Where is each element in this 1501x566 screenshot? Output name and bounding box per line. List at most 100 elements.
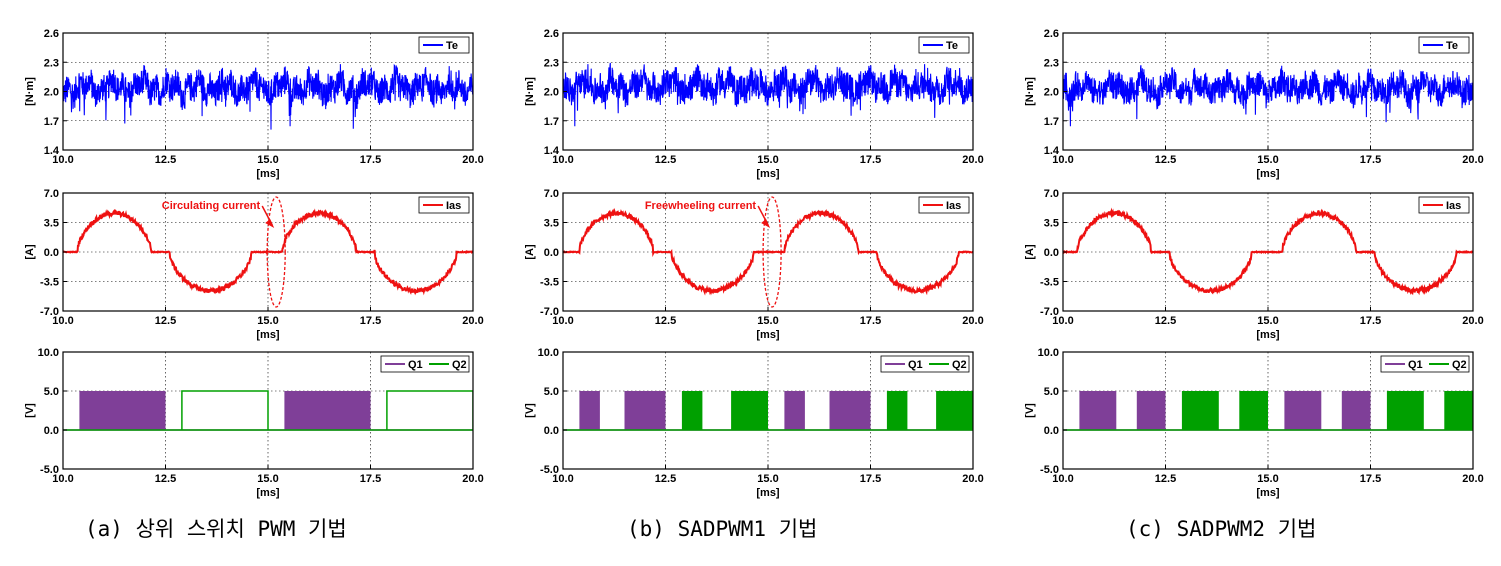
x-tick-label: 10.0	[1052, 473, 1073, 485]
caption-b: (b) SADPWM1 기법	[627, 517, 818, 541]
series-q1-pwm-block	[624, 391, 666, 430]
x-tick-label: 10.0	[52, 315, 73, 327]
legend-label-te: Te	[446, 40, 458, 52]
series-line-ias	[1063, 207, 1473, 296]
x-axis-label: [ms]	[256, 168, 280, 180]
legend-label-te: Te	[1446, 40, 1458, 52]
panel-b-1: 1.4 1.7 2.0 2.3 2.6 10.0 12.5 15.0 17.5 20.0 [ms] […	[524, 28, 984, 180]
annotation-arrow-head	[265, 219, 275, 228]
legend-box	[418, 196, 470, 214]
x-tick-label: 12.5	[655, 315, 676, 327]
y-tick-label: 0.0	[1044, 425, 1059, 437]
legend-label-te: Te	[946, 40, 958, 52]
series-q2-pwm-block	[886, 391, 908, 430]
annotation-arrow-head	[761, 219, 771, 228]
series-q1-pwm-block	[1284, 391, 1322, 430]
y-tick-label: -7.0	[1040, 306, 1059, 318]
y-tick-label: 0.0	[44, 425, 59, 437]
x-tick-label: 12.5	[1155, 315, 1176, 327]
y-tick-label: 1.4	[44, 145, 60, 157]
y-tick-label: 1.7	[1044, 116, 1059, 128]
x-tick-label: 10.0	[52, 154, 73, 166]
y-tick-label: 10.0	[1038, 347, 1059, 359]
plot-area	[63, 390, 473, 431]
legend: Te	[418, 36, 470, 54]
series-q2-pwm-block	[1181, 391, 1219, 430]
x-tick-label: 15.0	[757, 473, 778, 485]
y-tick-label: -5.0	[540, 464, 559, 476]
y-axis-label: [N·m]	[1024, 77, 1036, 106]
legend-label-ias: Ias	[946, 200, 961, 212]
x-tick-label: 17.5	[1360, 154, 1381, 166]
series-q2-pwm-block	[731, 391, 768, 430]
y-tick-label: -3.5	[1040, 277, 1059, 289]
x-tick-label: 12.5	[655, 154, 676, 166]
y-tick-label: -7.0	[540, 306, 559, 318]
x-tick-label: 15.0	[757, 315, 778, 327]
y-tick-label: 2.0	[544, 87, 559, 99]
legend-box	[1418, 196, 1470, 214]
plot-area	[563, 62, 973, 127]
y-tick-label: 2.6	[44, 28, 59, 40]
panel-a-1: 1.4 1.7 2.0 2.3 2.6 10.0 12.5 15.0 17.5 20.0 [ms] […	[24, 28, 484, 180]
annotation-ellipse	[762, 196, 782, 308]
x-tick-label: 20.0	[462, 473, 483, 485]
panel-c-3: -5.0 0.0 5.0 10.0 10.0 12.5 15.0 17.5 20.0 [ms] [V…	[1024, 347, 1484, 499]
annotation: Circulating current	[162, 196, 286, 308]
legend-box	[880, 355, 970, 373]
legend: Ias	[918, 196, 970, 214]
annotation-ellipse	[266, 196, 286, 308]
panel-c-1: 1.4 1.7 2.0 2.3 2.6 10.0 12.5 15.0 17.5 20.0 [ms] […	[1024, 28, 1484, 180]
chart-a: 1.4 1.7 2.0 2.3 2.6 10.0 12.5 15.0 17.5 20.0 [ms] […	[24, 28, 484, 499]
x-axis-label: [ms]	[1256, 487, 1280, 499]
legend: Ias	[418, 196, 470, 214]
y-tick-label: -7.0	[40, 306, 59, 318]
panel-a-3: -5.0 0.0 5.0 10.0 10.0 12.5 15.0 17.5 20.0 [ms] [V…	[24, 347, 484, 499]
x-tick-label: 15.0	[257, 315, 278, 327]
chart-b: 1.4 1.7 2.0 2.3 2.6 10.0 12.5 15.0 17.5 20.0 [ms] […	[524, 28, 984, 499]
x-tick-label: 20.0	[462, 154, 483, 166]
y-tick-label: 10.0	[38, 347, 59, 359]
legend-box	[380, 355, 470, 373]
x-tick-label: 12.5	[155, 315, 176, 327]
x-tick-label: 20.0	[962, 315, 983, 327]
series-q2-pulse	[386, 390, 473, 430]
series-line-te	[63, 63, 473, 130]
legend: Ias	[1418, 196, 1470, 214]
legend-label-ias: Ias	[1446, 200, 1461, 212]
y-tick-label: 2.3	[1044, 57, 1059, 69]
x-tick-label: 12.5	[1155, 154, 1176, 166]
x-axis-label: [ms]	[756, 168, 780, 180]
plot-area	[563, 207, 973, 296]
y-tick-label: 1.4	[544, 145, 560, 157]
y-tick-label: 5.0	[44, 386, 59, 398]
x-axis-label: [ms]	[756, 329, 780, 341]
legend-label-q1: Q1	[1408, 359, 1423, 371]
y-axis-label: [V]	[1024, 403, 1036, 418]
plot-area	[1063, 65, 1473, 127]
x-tick-label: 17.5	[860, 154, 881, 166]
panel-a-2: -7.0 -3.5 0.0 3.5 7.0 10.0 12.5 15.0 17.5 20.0 [ms…	[24, 188, 484, 341]
legend-box	[418, 36, 470, 54]
x-tick-label: 15.0	[757, 154, 778, 166]
x-tick-label: 17.5	[360, 154, 381, 166]
x-tick-label: 20.0	[962, 154, 983, 166]
y-tick-label: 3.5	[544, 218, 559, 230]
x-tick-label: 20.0	[462, 315, 483, 327]
panel-c-2: -7.0 -3.5 0.0 3.5 7.0 10.0 12.5 15.0 17.5 20.0 [ms…	[1024, 188, 1484, 341]
y-tick-label: -5.0	[40, 464, 59, 476]
y-tick-label: 7.0	[44, 188, 59, 200]
y-tick-label: 2.3	[44, 57, 59, 69]
series-line-ias	[563, 207, 973, 296]
y-tick-label: 3.5	[1044, 218, 1059, 230]
legend-label-q2: Q2	[452, 359, 467, 371]
caption-a: (a) 상위 스위치 PWM 기법	[85, 517, 347, 541]
x-tick-label: 15.0	[257, 473, 278, 485]
y-axis-label: [A]	[524, 244, 536, 260]
x-tick-label: 10.0	[52, 473, 73, 485]
legend: Q1 Q2	[1380, 355, 1470, 373]
y-tick-label: 1.7	[44, 116, 59, 128]
y-tick-label: 2.6	[544, 28, 559, 40]
x-axis-label: [ms]	[256, 487, 280, 499]
